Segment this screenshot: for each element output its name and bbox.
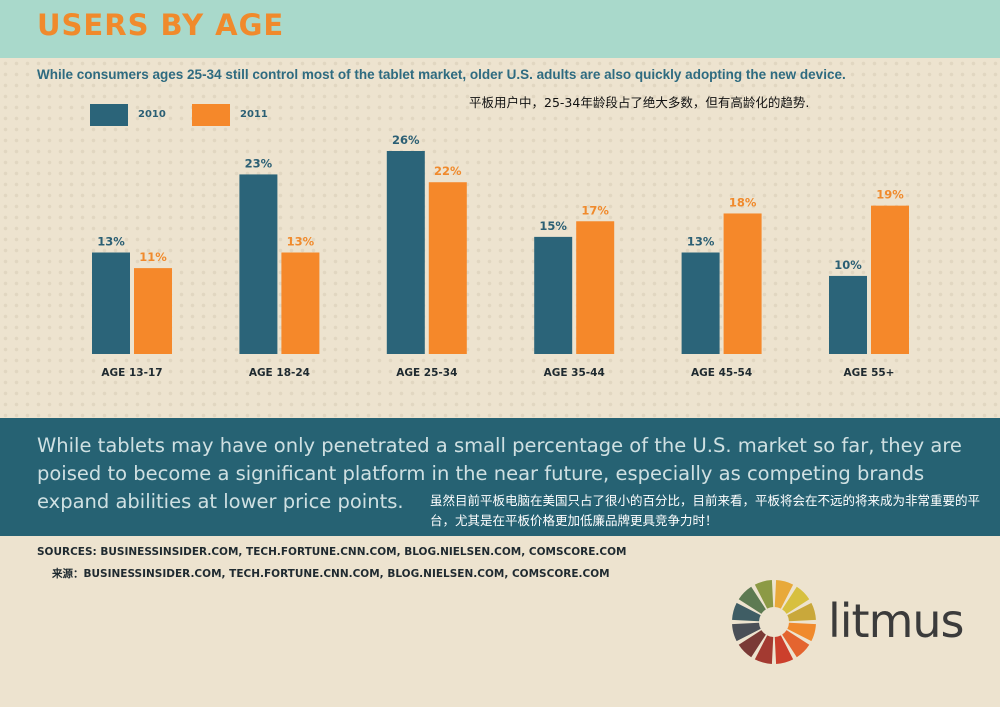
logo-wheel-segment bbox=[732, 602, 761, 622]
bar-2010-0 bbox=[92, 252, 130, 354]
litmus-logo: litmus bbox=[728, 578, 968, 668]
legend-label-2011: 2011 bbox=[240, 109, 268, 120]
data-label-2010-1: 23% bbox=[245, 156, 273, 170]
dotted-background bbox=[0, 58, 1000, 418]
bar-2011-1 bbox=[281, 252, 320, 354]
data-label-2011-3: 17% bbox=[581, 203, 609, 217]
data-label-2010-0: 13% bbox=[97, 235, 125, 249]
category-label-0: AGE 13-17 bbox=[101, 367, 162, 379]
data-label-2010-3: 15% bbox=[539, 219, 567, 233]
sources-line-cn: 来源：BUSINESSINSIDER.COM, TECH.FORTUNE.CNN… bbox=[52, 568, 610, 580]
legend-label-2010: 2010 bbox=[138, 109, 166, 120]
data-label-2011-5: 19% bbox=[876, 188, 904, 202]
legend-swatch-2011 bbox=[192, 104, 230, 126]
data-label-2010-5: 10% bbox=[834, 258, 862, 272]
logo-text: litmus bbox=[828, 594, 965, 648]
sources-line: SOURCES: BUSINESSINSIDER.COM, TECH.FORTU… bbox=[37, 546, 627, 558]
data-label-2011-1: 13% bbox=[287, 235, 315, 249]
data-label-2011-2: 22% bbox=[434, 164, 462, 178]
category-label-3: AGE 35-44 bbox=[544, 367, 605, 379]
category-label-2: AGE 25-34 bbox=[396, 367, 457, 379]
logo-wheel-segment bbox=[754, 635, 774, 664]
bar-2011-0 bbox=[134, 268, 172, 354]
logo-wheel-segment bbox=[754, 580, 774, 609]
bar-2010-4 bbox=[681, 252, 720, 354]
chart-subtitle-cn: 平板用户中，25-34年龄段占了绝大多数，但有高龄化的趋势. bbox=[469, 95, 810, 110]
bar-2010-3 bbox=[534, 236, 573, 354]
bar-2011-5 bbox=[871, 205, 909, 354]
logo-wheel-segment bbox=[738, 630, 766, 658]
data-label-2011-0: 11% bbox=[139, 250, 167, 264]
page-title: USERS BY AGE bbox=[37, 8, 285, 42]
bar-2011-2 bbox=[428, 182, 467, 354]
logo-wheel-icon bbox=[732, 580, 816, 664]
header-bar bbox=[0, 0, 1000, 58]
summary-text: While tablets may have only penetrated a… bbox=[37, 434, 962, 513]
chart-subtitle: While consumers ages 25-34 still control… bbox=[37, 67, 846, 82]
logo-wheel-segment bbox=[738, 586, 766, 614]
logo-wheel-segment bbox=[774, 635, 794, 664]
bar-2011-4 bbox=[723, 213, 762, 354]
logo-wheel-segment bbox=[787, 622, 816, 642]
summary-text-cn: 虽然目前平板电脑在美国只占了很小的百分比，目前来看，平板将会在不远的将来成为非常… bbox=[430, 493, 981, 528]
data-label-2010-4: 13% bbox=[687, 235, 715, 249]
bar-2010-1 bbox=[239, 174, 278, 354]
bar-2010-2 bbox=[386, 151, 425, 354]
bar-2010-5 bbox=[829, 275, 867, 354]
bar-2011-3 bbox=[576, 221, 615, 354]
bar-chart: 13% 11% AGE 13-17 23% 13% AGE 18-24 26% 22% AGE … bbox=[92, 133, 909, 379]
logo-wheel-segment bbox=[774, 580, 794, 609]
category-label-4: AGE 45-54 bbox=[691, 367, 752, 379]
logo-wheel-segment bbox=[787, 602, 816, 622]
data-label-2011-4: 18% bbox=[729, 195, 757, 209]
category-label-1: AGE 18-24 bbox=[249, 367, 310, 379]
summary-band bbox=[0, 418, 1000, 536]
legend-swatch-2010 bbox=[90, 104, 128, 126]
data-label-2010-2: 26% bbox=[392, 133, 420, 147]
category-label-5: AGE 55+ bbox=[844, 367, 895, 379]
logo-wheel-segment bbox=[782, 630, 810, 658]
logo-wheel-segment bbox=[782, 586, 810, 614]
logo-wheel-segment bbox=[732, 622, 761, 642]
